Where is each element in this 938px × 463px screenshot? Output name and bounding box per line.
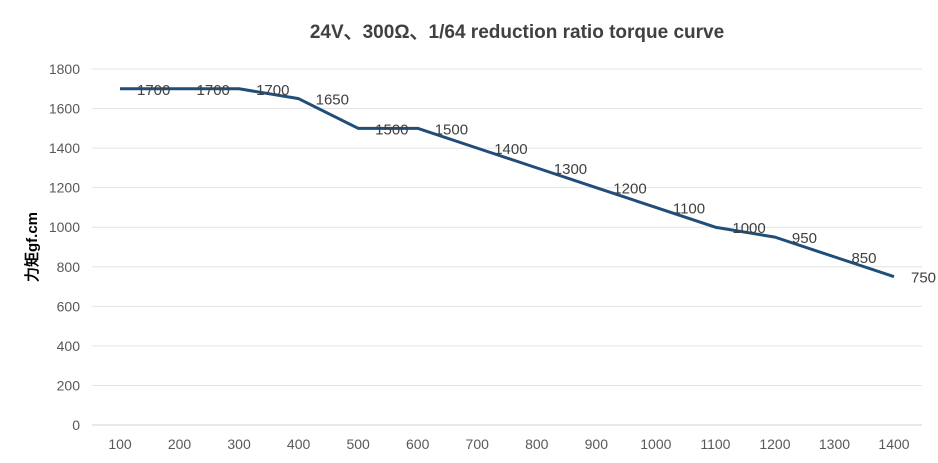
data-label: 1500: [375, 121, 408, 138]
data-label: 1500: [435, 121, 468, 138]
data-label: 1700: [256, 82, 289, 99]
y-tick-label: 1400: [49, 140, 80, 156]
y-tick-label: 1000: [49, 219, 80, 235]
data-label: 1100: [673, 200, 705, 217]
y-tick-label: 1200: [49, 180, 80, 196]
x-tick-label: 800: [525, 436, 549, 452]
y-tick-label: 600: [57, 298, 81, 314]
data-label: 1200: [613, 181, 646, 198]
chart-title: 24V、300Ω、1/64 reduction ratio torque cur…: [310, 22, 724, 43]
x-tick-label: 900: [585, 436, 609, 452]
x-tick-label: 300: [227, 436, 251, 452]
data-label: 750: [911, 270, 936, 287]
x-tick-label: 1000: [640, 436, 671, 452]
data-label: 1650: [316, 92, 349, 109]
x-tick-label: 500: [346, 436, 370, 452]
data-label: 950: [792, 230, 817, 247]
y-tick-label: 400: [57, 338, 81, 354]
x-tick-labels: 100 200 300 400 500 600 700 800 900 1000 1100 1200 1…: [108, 436, 909, 452]
x-tick-label: 1200: [759, 436, 790, 452]
y-tick-label: 1600: [49, 101, 80, 117]
data-labels: 1700 1700 1700 1650 1500 1500 1400 1300 1200 1100…: [137, 82, 936, 287]
x-tick-label: 100: [108, 436, 132, 452]
series-line: [120, 87, 895, 279]
x-tick-label: 600: [406, 436, 430, 452]
y-tick-label: 200: [57, 377, 81, 393]
data-label: 1700: [197, 82, 230, 99]
y-tick-labels: 0 200 400 600 800 1000 1200 1400 1600 1800: [49, 61, 80, 433]
y-axis-label: 力矩gf.cm: [23, 212, 41, 282]
data-label: 1400: [494, 141, 527, 158]
x-tick-label: 200: [168, 436, 192, 452]
x-tick-label: 1400: [878, 436, 909, 452]
x-tick-label: 1100: [700, 436, 730, 452]
data-label: 1700: [137, 82, 170, 99]
y-tick-label: 1800: [49, 61, 80, 77]
x-tick-label: 1300: [819, 436, 850, 452]
data-label: 1300: [554, 161, 587, 178]
y-tick-label: 800: [57, 259, 81, 275]
x-tick-label: 700: [466, 436, 490, 452]
data-label: 850: [851, 250, 876, 267]
y-tick-label: 0: [72, 417, 80, 433]
gridlines: [92, 68, 922, 426]
data-label: 1000: [732, 220, 765, 237]
x-tick-label: 400: [287, 436, 311, 452]
